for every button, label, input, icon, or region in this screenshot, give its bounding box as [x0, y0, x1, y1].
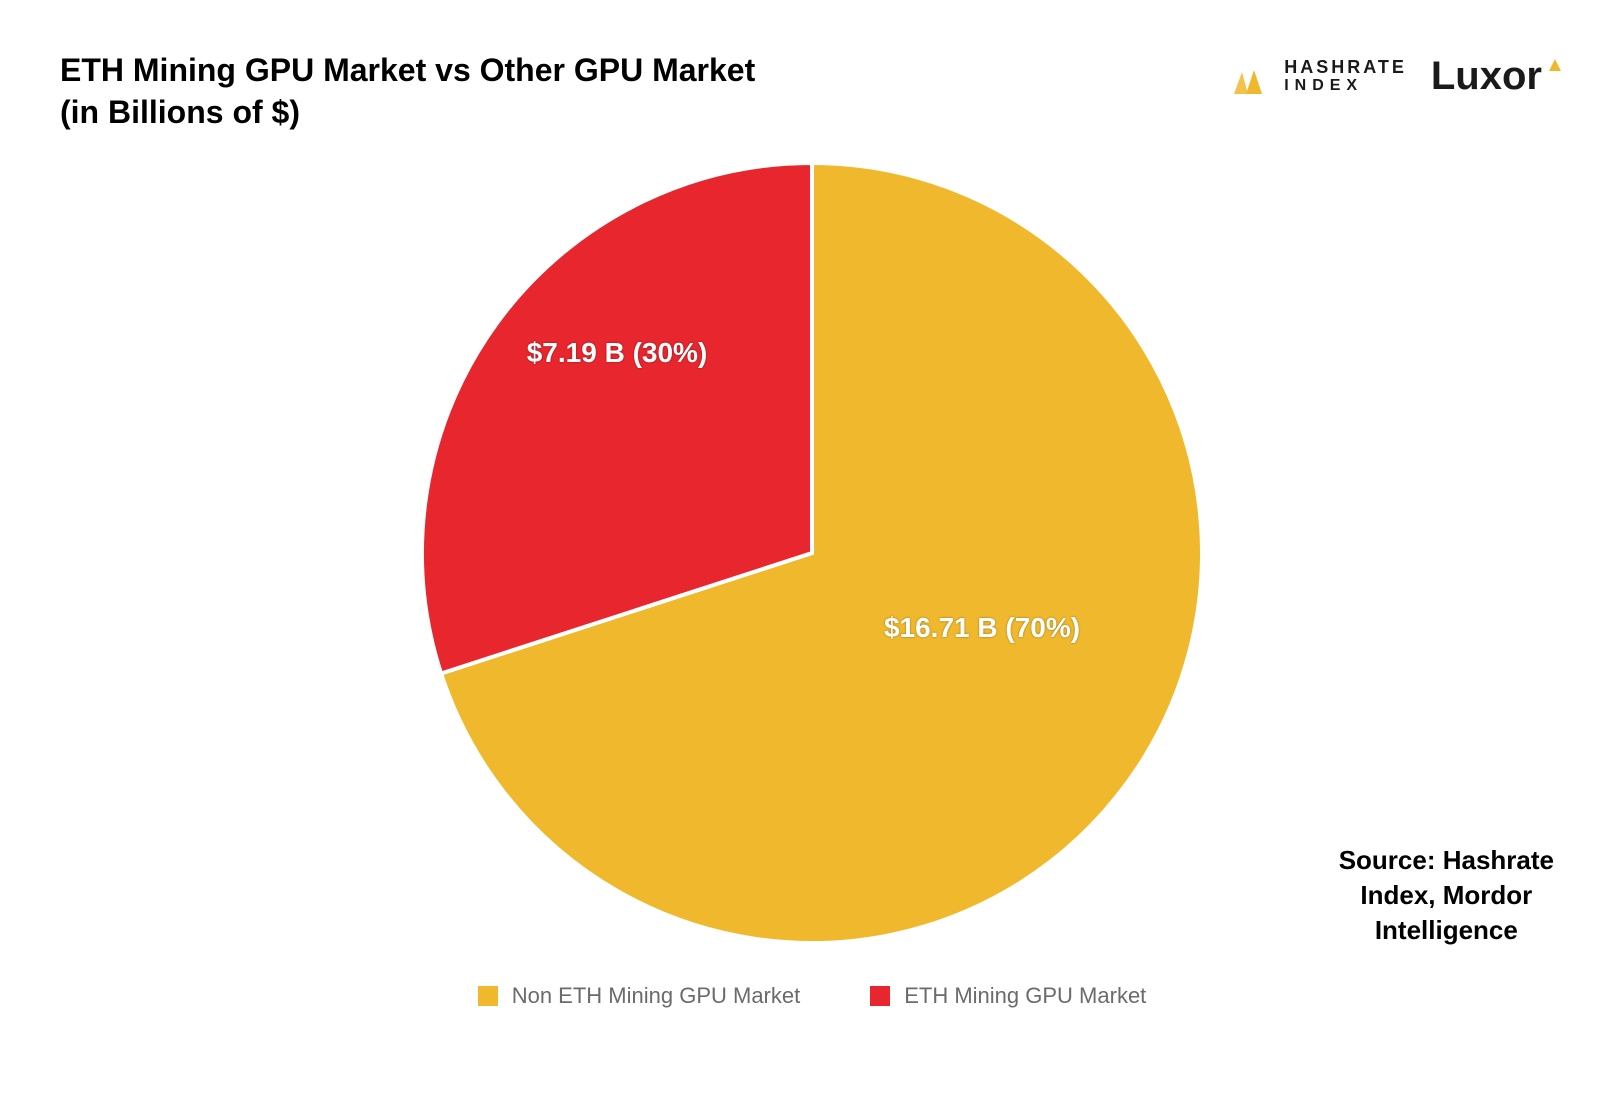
chart-title: ETH Mining GPU Market vs Other GPU Marke…: [60, 50, 755, 133]
legend-swatch: [478, 986, 498, 1006]
hashrate-icon: [1234, 58, 1274, 94]
slice-label: $16.71 B (70%): [884, 612, 1080, 644]
legend-item: ETH Mining GPU Market: [870, 983, 1146, 1009]
logo-group: HASHRATE INDEX Luxor: [1234, 50, 1564, 96]
hashrate-index-logo: HASHRATE INDEX: [1234, 58, 1407, 94]
hashrate-word: HASHRATE: [1284, 58, 1407, 76]
source-line-1: Source: Hashrate: [1339, 843, 1554, 878]
source-line-2: Index, Mordor: [1339, 878, 1554, 913]
chart-area: $16.71 B (70%) $7.19 B (30%): [60, 163, 1564, 943]
luxor-text: Luxor: [1431, 56, 1542, 96]
pie-svg: [422, 163, 1202, 943]
luxor-logo: Luxor: [1431, 56, 1564, 96]
title-line-1: ETH Mining GPU Market vs Other GPU Marke…: [60, 50, 755, 92]
chart-container: ETH Mining GPU Market vs Other GPU Marke…: [0, 0, 1624, 1108]
slice-label: $7.19 B (30%): [527, 337, 708, 369]
title-line-2: (in Billions of $): [60, 92, 755, 134]
legend-swatch: [870, 986, 890, 1006]
legend: Non ETH Mining GPU Market ETH Mining GPU …: [60, 983, 1564, 1009]
header-row: ETH Mining GPU Market vs Other GPU Marke…: [60, 50, 1564, 133]
legend-label: Non ETH Mining GPU Market: [512, 983, 801, 1009]
legend-label: ETH Mining GPU Market: [904, 983, 1146, 1009]
hashrate-text: HASHRATE INDEX: [1284, 58, 1407, 94]
luxor-icon: [1546, 56, 1564, 74]
pie-chart: $16.71 B (70%) $7.19 B (30%): [422, 163, 1202, 943]
source-line-3: Intelligence: [1339, 913, 1554, 948]
legend-item: Non ETH Mining GPU Market: [478, 983, 801, 1009]
source-attribution: Source: Hashrate Index, Mordor Intellige…: [1339, 843, 1554, 948]
index-word: INDEX: [1284, 78, 1407, 94]
